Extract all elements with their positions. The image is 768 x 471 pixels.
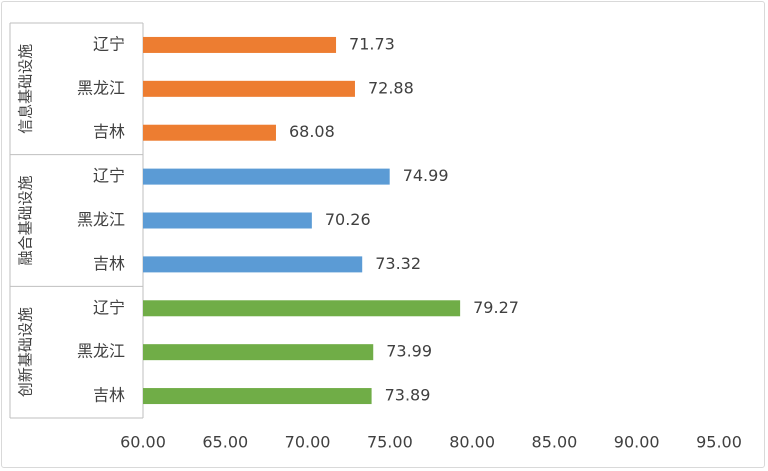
category-label: 黑龙江	[77, 78, 125, 97]
bar	[143, 36, 337, 53]
data-label: 74.99	[403, 166, 449, 185]
category-label: 辽宁	[93, 34, 125, 53]
bar	[143, 168, 390, 185]
x-tick-label: 70.00	[285, 433, 331, 452]
bar	[143, 256, 363, 273]
group-label: 融合基础设施	[17, 175, 35, 265]
data-label: 73.32	[375, 254, 421, 273]
x-tick-label: 75.00	[367, 433, 413, 452]
x-tick-label: 80.00	[449, 433, 495, 452]
category-label: 吉林	[93, 386, 125, 405]
x-tick-label: 65.00	[202, 433, 248, 452]
category-label: 吉林	[93, 254, 125, 273]
category-label: 吉林	[93, 122, 125, 141]
data-label: 68.08	[289, 122, 335, 141]
data-label: 70.26	[325, 210, 371, 229]
x-tick-label: 60.00	[120, 433, 166, 452]
data-label: 71.73	[349, 34, 395, 53]
category-label: 黑龙江	[77, 342, 125, 361]
bar	[143, 300, 461, 317]
x-tick-label: 85.00	[532, 433, 578, 452]
bar	[143, 344, 374, 361]
category-label: 辽宁	[93, 166, 125, 185]
group-label: 创新基础设施	[17, 307, 35, 397]
bar	[143, 388, 372, 405]
data-label: 72.88	[368, 78, 414, 97]
bar	[143, 124, 276, 141]
category-label: 辽宁	[93, 298, 125, 317]
data-label: 73.99	[386, 342, 432, 361]
group-label: 信息基础设施	[17, 44, 35, 134]
data-label: 73.89	[385, 386, 431, 405]
category-label: 黑龙江	[77, 210, 125, 229]
bar	[143, 80, 355, 97]
bar	[143, 212, 312, 229]
data-label: 79.27	[473, 298, 519, 317]
x-tick-label: 95.00	[696, 433, 742, 452]
x-tick-label: 90.00	[614, 433, 660, 452]
